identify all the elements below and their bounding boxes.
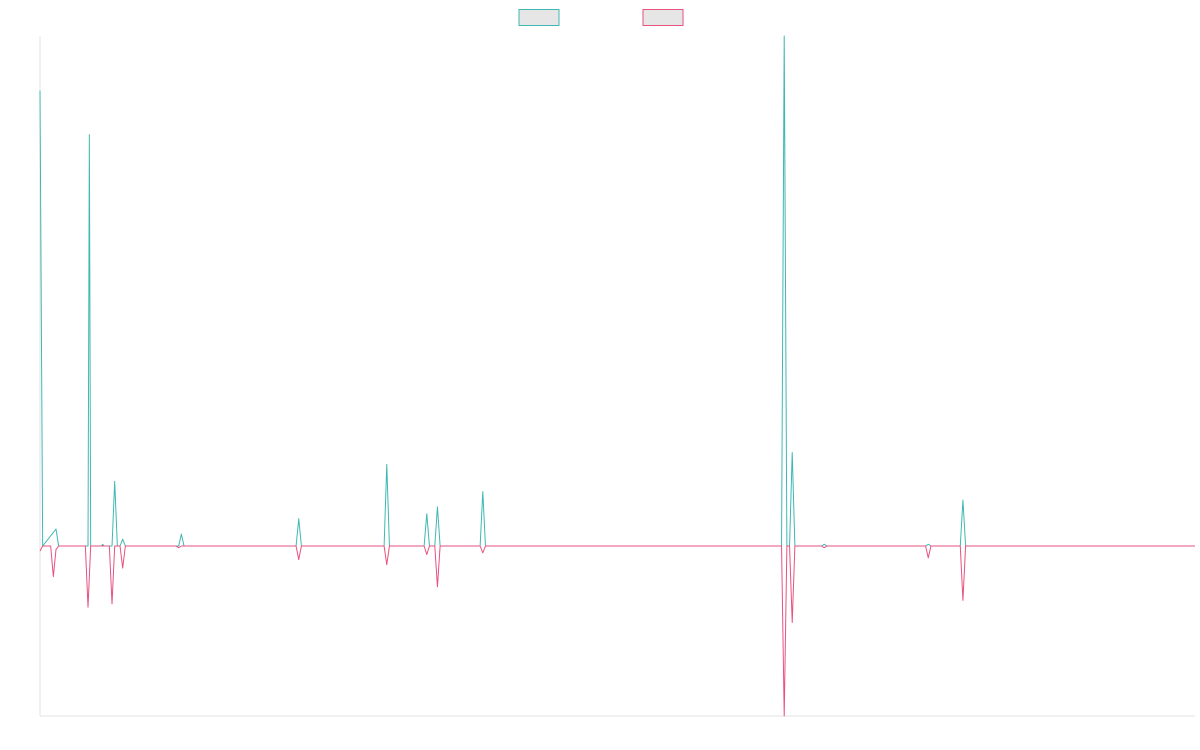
legend-swatch-1[interactable] [518, 9, 560, 26]
series-group [39, 35, 1195, 717]
axes [39, 36, 1195, 717]
series-line-1 [39, 35, 1195, 547]
series-line-2 [39, 545, 1195, 717]
legend[interactable] [518, 9, 684, 26]
legend-swatch-2[interactable] [642, 9, 684, 26]
